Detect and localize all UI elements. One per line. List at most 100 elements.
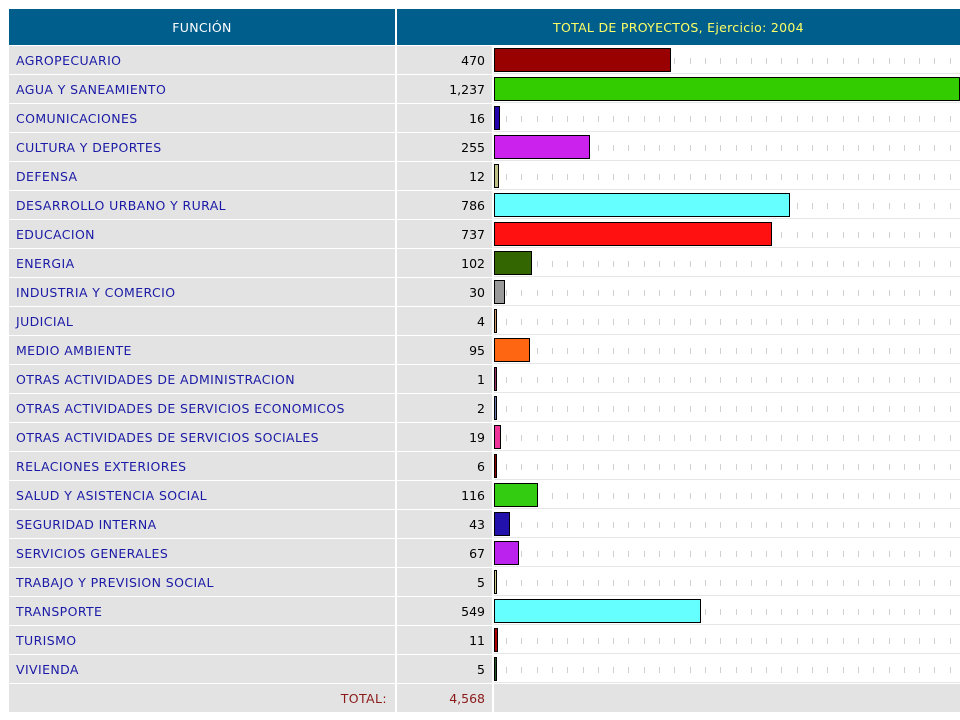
tick-mark — [827, 145, 828, 151]
category-label: COMUNICACIONES — [9, 104, 395, 132]
tick-mark — [797, 261, 798, 267]
tick-mark — [552, 493, 553, 499]
tick-mark — [644, 377, 645, 383]
tick-mark — [904, 638, 905, 644]
tick-mark — [858, 261, 859, 267]
category-label: RELACIONES EXTERIORES — [9, 452, 395, 480]
tick-mark — [858, 319, 859, 325]
bar-cell — [494, 162, 960, 190]
tick-mark — [797, 116, 798, 122]
tick-mark — [934, 493, 935, 499]
tick-mark — [934, 319, 935, 325]
tick-mark — [889, 116, 890, 122]
tick-mark — [766, 667, 767, 673]
tick-mark — [873, 116, 874, 122]
tick-mark — [567, 174, 568, 180]
tick-mark — [843, 522, 844, 528]
tick-mark — [690, 377, 691, 383]
tick-mark — [674, 174, 675, 180]
bar — [494, 48, 672, 72]
tick-mark — [781, 348, 782, 354]
tick-mark — [858, 580, 859, 586]
category-label: JUDICIAL — [9, 307, 395, 335]
tick-mark — [873, 435, 874, 441]
tick-mark — [659, 464, 660, 470]
tick-mark — [736, 609, 737, 615]
bar — [494, 628, 499, 652]
table-row: ENERGIA 102 — [0, 249, 960, 277]
tick-mark — [827, 174, 828, 180]
value-label: 116 — [397, 481, 492, 509]
tick-mark — [537, 580, 538, 586]
tick-mark — [904, 261, 905, 267]
tick-mark — [598, 348, 599, 354]
tick-mark — [812, 638, 813, 644]
tick-mark — [613, 319, 614, 325]
function-column-header: FUNCIÓN — [9, 9, 395, 45]
tick-mark — [766, 435, 767, 441]
tick-mark — [598, 580, 599, 586]
value-label: 16 — [397, 104, 492, 132]
tick-mark — [766, 406, 767, 412]
tick-mark — [812, 377, 813, 383]
tick-mark — [827, 261, 828, 267]
tick-mark — [812, 261, 813, 267]
row-separator — [494, 450, 960, 451]
tick-mark — [751, 58, 752, 64]
tick-mark — [919, 609, 920, 615]
tick-mark — [919, 667, 920, 673]
bar — [494, 193, 791, 217]
tick-mark — [736, 145, 737, 151]
tick-mark — [904, 551, 905, 557]
tick-mark — [950, 377, 951, 383]
tick-mark — [812, 174, 813, 180]
tick-mark — [613, 580, 614, 586]
tick-mark — [736, 58, 737, 64]
row-separator — [494, 392, 960, 393]
tick-mark — [705, 638, 706, 644]
tick-mark — [781, 435, 782, 441]
tick-mark — [950, 348, 951, 354]
total-value: 4,568 — [397, 684, 492, 712]
tick-mark — [950, 493, 951, 499]
tick-mark — [644, 551, 645, 557]
tick-mark — [919, 261, 920, 267]
tick-mark — [552, 319, 553, 325]
tick-mark — [690, 580, 691, 586]
bar — [494, 222, 772, 246]
tick-mark — [506, 174, 507, 180]
tick-mark — [720, 348, 721, 354]
table-row: COMUNICACIONES 16 — [0, 104, 960, 132]
tick-mark — [781, 609, 782, 615]
bar — [494, 309, 497, 333]
tick-mark — [736, 522, 737, 528]
tick-mark — [766, 58, 767, 64]
bar-cell — [494, 336, 960, 364]
category-label: TURISMO — [9, 626, 395, 654]
tick-mark — [705, 290, 706, 296]
tick-mark — [521, 580, 522, 586]
tick-mark — [537, 638, 538, 644]
tick-mark — [797, 667, 798, 673]
row-separator — [494, 508, 960, 509]
tick-mark — [843, 290, 844, 296]
tick-mark — [674, 290, 675, 296]
tick-mark — [797, 493, 798, 499]
tick-mark — [858, 58, 859, 64]
table-row: VIVIENDA 5 — [0, 655, 960, 683]
tick-mark — [613, 261, 614, 267]
tick-mark — [889, 667, 890, 673]
tick-mark — [736, 406, 737, 412]
tick-mark — [827, 638, 828, 644]
tick-mark — [644, 638, 645, 644]
tick-mark — [705, 58, 706, 64]
bar — [494, 570, 497, 594]
value-label: 43 — [397, 510, 492, 538]
tick-mark — [644, 348, 645, 354]
tick-mark — [827, 551, 828, 557]
tick-mark — [628, 116, 629, 122]
tick-mark — [552, 174, 553, 180]
tick-mark — [628, 145, 629, 151]
total-row: TOTAL: 4,568 — [0, 684, 960, 712]
tick-mark — [873, 203, 874, 209]
